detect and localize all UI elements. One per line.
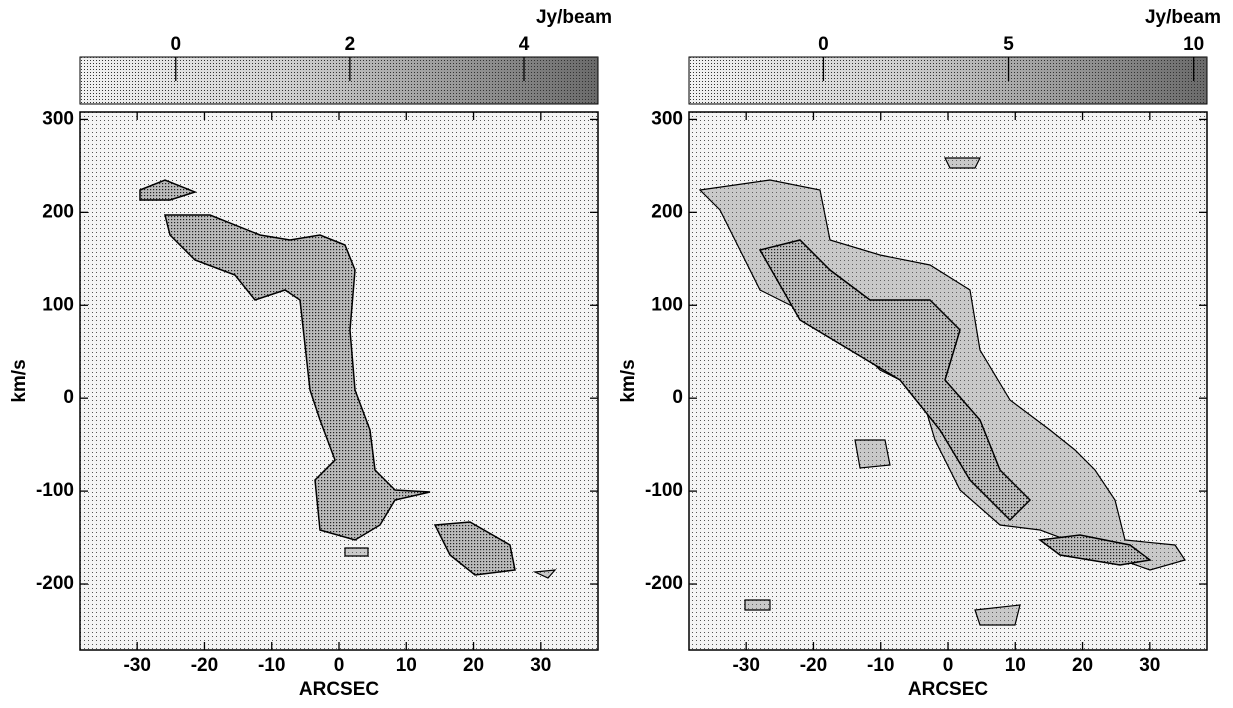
y-tick-label: 0 xyxy=(63,387,74,408)
x-tick-label: 10 xyxy=(396,655,417,676)
colorbar-tick-label: 2 xyxy=(345,34,356,55)
y-axis-label: km/s xyxy=(618,359,639,402)
y-tick-label: 200 xyxy=(651,201,683,222)
x-tick-label: 0 xyxy=(943,655,954,676)
y-tick-label: 100 xyxy=(651,294,683,315)
y-tick-label: 300 xyxy=(651,108,683,129)
emission-contour xyxy=(758,239,1032,522)
x-tick-label: -10 xyxy=(867,655,894,676)
emission-contour xyxy=(433,521,516,576)
panel-left xyxy=(79,56,599,650)
y-tick-label: -100 xyxy=(36,480,74,501)
x-tick-label: 10 xyxy=(1005,655,1026,676)
x-tick-label: 20 xyxy=(463,655,484,676)
colorbar-tick-label: 0 xyxy=(170,34,181,55)
emission-contour xyxy=(139,179,198,201)
colorbar-tick-label: 5 xyxy=(1003,34,1014,55)
y-tick-label: 0 xyxy=(672,387,683,408)
colorbar-label: Jy/beam xyxy=(536,7,612,28)
emission-contour xyxy=(164,214,431,541)
y-tick-label: -200 xyxy=(645,573,683,594)
colorbar-label: Jy/beam xyxy=(1145,7,1221,28)
y-tick-label: 200 xyxy=(42,201,74,222)
x-tick-label: 20 xyxy=(1072,655,1093,676)
x-tick-label: 0 xyxy=(334,655,345,676)
colorbar-tick-label: 10 xyxy=(1183,34,1204,55)
y-tick-label: -100 xyxy=(645,480,683,501)
y-tick-label: -200 xyxy=(36,573,74,594)
emission-contour xyxy=(744,157,1021,626)
panel-right xyxy=(688,56,1208,650)
x-tick-label: -30 xyxy=(123,655,150,676)
y-tick-label: 100 xyxy=(42,294,74,315)
colorbar-texture xyxy=(689,57,1207,104)
colorbar-tick-label: 0 xyxy=(818,34,829,55)
emission-contour xyxy=(1038,534,1152,566)
x-tick-label: -20 xyxy=(800,655,827,676)
emission-contour xyxy=(344,547,557,579)
x-axis-label: ARCSEC xyxy=(299,679,380,700)
x-tick-label: -10 xyxy=(258,655,285,676)
y-tick-label: 300 xyxy=(42,108,74,129)
x-tick-label: 30 xyxy=(530,655,551,676)
y-axis-label: km/s xyxy=(9,359,30,402)
x-tick-label: 30 xyxy=(1139,655,1160,676)
x-tick-label: -20 xyxy=(191,655,218,676)
colorbar-texture xyxy=(80,57,598,104)
colorbar-tick-label: 4 xyxy=(519,34,530,55)
x-axis-label: ARCSEC xyxy=(908,679,989,700)
x-tick-label: -30 xyxy=(732,655,759,676)
